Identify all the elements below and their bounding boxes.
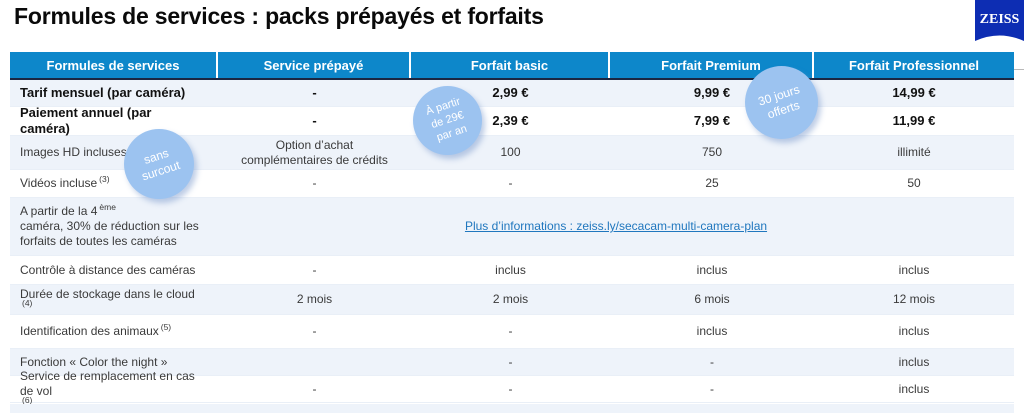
zeiss-logo-shape [975, 0, 1024, 41]
multi-camera-info-cell: Plus d’informations : zeiss.ly/secacam-m… [218, 198, 1014, 255]
footnote-marker: (6) [22, 394, 33, 405]
cell-value: 2 mois [492, 292, 529, 306]
cell-value: - [508, 381, 513, 396]
table-row: A partir de la 4 ème caméra, 30% de réduc… [10, 198, 1014, 256]
footnote-marker: (4) [22, 297, 33, 308]
cell-value: 100 [500, 145, 521, 159]
cell-value: 14,99 € [892, 84, 936, 100]
row-label-text: caméra, 30% de réduction sur les forfait… [20, 219, 199, 248]
cell-value: 2,99 € [492, 84, 529, 100]
footnote-marker: ème [99, 202, 116, 213]
table-row: Durée de stockage dans le cloud (4) 2 moi… [10, 285, 1014, 315]
row-label-text: Vidéos incluse [20, 176, 98, 190]
cell-value: inclus [898, 324, 930, 338]
cell-value [218, 349, 411, 375]
row-label: Contrôle à distance des caméras [10, 256, 218, 284]
cell-value: inclus [495, 262, 526, 277]
row-label: Fonction « Color the night » [10, 349, 218, 375]
cell-value: 11,99 € [892, 112, 936, 128]
cell-value: - [710, 381, 714, 396]
table-row: Service de remplacement en cas de vol (6… [10, 369, 1014, 405]
footnote-marker: (3) [99, 174, 110, 185]
cell-value: 7,99 € [693, 112, 731, 128]
row-label-text: Durée de stockage dans le cloud [20, 286, 195, 301]
row-label-text: Identification des animaux [20, 324, 159, 338]
cell-value: 2,39 € [492, 112, 529, 128]
header-edge-line [1014, 69, 1024, 70]
badge-text: sans surcout [140, 145, 183, 184]
row-label-text: Paiement annuel (par caméra) [20, 104, 152, 136]
cell-value: inclus [696, 324, 728, 338]
cell-value: Option d’achat complémentaires de crédit… [241, 137, 388, 167]
row-label: Paiement annuel (par caméra) [10, 104, 218, 136]
table-row: Identification des animaux (5) - - inclus in… [10, 315, 1014, 349]
row-label: Identification des animaux (5) [10, 315, 218, 348]
cell-value: - [312, 84, 317, 100]
row-label-text: Service de remplacement en cas de vol [20, 368, 195, 398]
cell-value: inclus [898, 381, 930, 396]
cell-value: 2 mois [296, 292, 333, 306]
cell-value: - [508, 354, 513, 369]
cell-value: - [312, 381, 317, 396]
row-label: Service de remplacement en cas de vol (6… [10, 369, 218, 405]
cell-value: - [312, 112, 317, 128]
cell-value: 9,99 € [693, 84, 731, 100]
table-row: Vidéos incluse (3) - - 25 50 [10, 170, 1014, 198]
zeiss-logo-text: ZEISS [980, 12, 1020, 27]
row-label-text: A partir de la 4 [20, 204, 98, 218]
table-row: Fonction « Color the night » - - inclus [10, 349, 1014, 376]
page-title: Formules de services : packs prépayés et… [14, 3, 544, 29]
cell-value: 6 mois [694, 292, 730, 306]
table-row: Paiement annuel (par caméra) - 2,39 € 7,99 … [10, 104, 1014, 136]
row-label-text: Contrôle à distance des caméras [20, 262, 196, 277]
row-label-text: Images HD incluses [20, 145, 127, 159]
footnote-marker: (5) [160, 322, 172, 333]
table-row: Contrôle à distance des caméras - inclus in… [10, 256, 1014, 285]
badge-text: 30 jours offerts [756, 81, 802, 121]
cell-value: - [312, 324, 317, 338]
cell-value: inclus [898, 262, 930, 277]
cell-value: 25 [705, 176, 719, 190]
col-header-prepaye: Service prépayé [218, 52, 411, 78]
zeiss-logo: ZEISS [975, 0, 1024, 41]
row-label: Tarif mensuel (par caméra) [10, 80, 218, 106]
more-info-link[interactable]: Plus d’informations : zeiss.ly/secacam-m… [464, 219, 768, 233]
cell-value: illimité [897, 145, 931, 159]
cell-value: 50 [907, 176, 921, 190]
row-label: A partir de la 4 ème caméra, 30% de réduc… [10, 198, 218, 255]
cell-value: - [312, 176, 317, 190]
badge-sans-surcout: sans surcout [124, 129, 194, 199]
cell-value: inclus [696, 262, 728, 277]
col-header-services: Formules de services [10, 52, 218, 78]
cell-value: - [508, 176, 513, 190]
pricing-table: Formules de services Service prépayé For… [10, 52, 1014, 405]
row-label: Vidéos incluse (3) [10, 170, 218, 197]
cell-value: - [508, 324, 513, 338]
badge-30-jours-offerts: 30 jours offerts [745, 66, 818, 139]
table-row: Tarif mensuel (par caméra) - 2,99 € 9,99 € 1… [10, 80, 1014, 107]
table-header-row: Formules de services Service prépayé For… [10, 52, 1014, 80]
col-header-professionnel: Forfait Professionnel [814, 52, 1014, 78]
cell-value: 750 [701, 145, 723, 159]
row-label-text: Tarif mensuel (par caméra) [20, 84, 186, 100]
badge-a-partir-de-29e: À partir de 29€ par an [413, 86, 482, 155]
cell-value: inclus [898, 354, 930, 369]
cell-value: - [312, 262, 317, 277]
col-header-basic: Forfait basic [411, 52, 610, 78]
cell-value: 12 mois [892, 292, 936, 306]
row-label: Durée de stockage dans le cloud (4) [10, 285, 218, 314]
cutoff-row-strip [10, 404, 1014, 413]
row-label-text: Fonction « Color the night » [20, 354, 168, 369]
cell-value: - [710, 354, 714, 369]
badge-text: À partir de 29€ par an [424, 95, 469, 144]
